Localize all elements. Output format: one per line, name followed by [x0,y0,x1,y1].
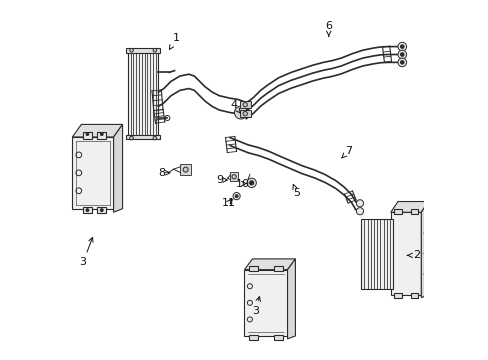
Text: 5: 5 [292,184,299,198]
Bar [180,164,191,175]
Bar [410,293,417,298]
Circle shape [233,193,240,200]
Bar [390,212,421,295]
Circle shape [100,209,103,212]
Circle shape [183,167,188,172]
Polygon shape [113,125,122,212]
Circle shape [129,48,133,52]
Bar [83,132,92,139]
Polygon shape [72,125,122,137]
Circle shape [100,133,103,135]
Bar [128,51,158,137]
Text: 6: 6 [325,21,331,36]
Bar [249,335,257,339]
Circle shape [234,106,247,119]
Bar [230,172,238,181]
Circle shape [243,112,247,116]
Bar [244,270,287,336]
Bar [274,266,282,271]
Bar [239,101,250,108]
Bar [274,335,282,339]
Text: 1: 1 [169,33,180,49]
Text: 10: 10 [235,179,249,189]
Bar [249,266,257,271]
Bar [97,207,106,213]
Circle shape [397,50,406,59]
Circle shape [86,209,89,212]
Circle shape [129,136,133,140]
Circle shape [231,175,236,179]
Polygon shape [244,259,295,270]
Bar [126,48,160,53]
Circle shape [153,136,156,140]
Circle shape [400,45,403,48]
Circle shape [243,103,247,107]
Bar [394,293,401,298]
Circle shape [356,200,363,207]
Circle shape [86,133,89,135]
Bar [83,207,92,213]
Circle shape [246,178,256,188]
Bar [126,135,160,139]
Bar [394,209,401,214]
Circle shape [397,42,406,51]
Polygon shape [287,259,295,339]
Bar [410,209,417,214]
Circle shape [153,48,156,52]
Circle shape [236,108,245,117]
Text: 8: 8 [158,168,169,178]
Bar [72,137,113,209]
Bar [360,220,392,289]
Text: 11: 11 [221,198,235,208]
Bar [239,110,250,117]
Circle shape [249,181,253,185]
Text: 3: 3 [80,237,93,267]
Circle shape [356,208,363,215]
Polygon shape [421,202,427,298]
Circle shape [400,60,403,64]
Circle shape [397,58,406,67]
Bar [97,132,106,139]
Text: 3: 3 [251,297,260,316]
Text: 4: 4 [230,100,240,113]
Polygon shape [390,202,427,212]
Text: 2: 2 [407,250,419,260]
Circle shape [235,195,238,198]
Text: 7: 7 [341,146,351,158]
Circle shape [400,53,403,56]
Text: 9: 9 [215,175,227,185]
